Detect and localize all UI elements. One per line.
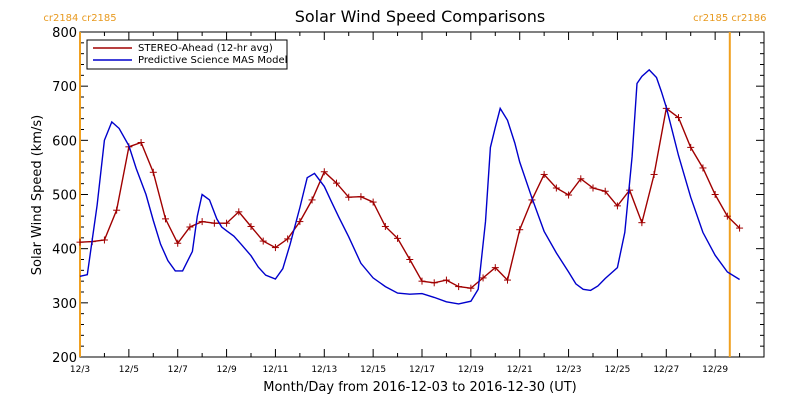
data-point-marker [418,277,426,285]
y-tick-label: 800 [52,26,77,41]
legend-box [86,39,288,70]
y-tick-label: 200 [52,351,77,366]
data-point-marker [174,239,182,247]
data-point-marker [198,218,206,226]
chart-title: Solar Wind Speed Comparisons [295,7,546,26]
y-tick-label: 500 [52,189,77,204]
x-tick-label: 12/11 [262,365,288,375]
x-tick-label: 12/29 [702,365,728,375]
data-point-marker [284,235,292,243]
data-point-marker [137,139,145,146]
data-point-marker [711,191,719,198]
data-point-marker [430,279,438,287]
data-point-marker [381,222,389,230]
data-point-marker [76,238,84,246]
data-point-marker [589,184,597,192]
data-point-marker [613,202,621,210]
data-point-marker [271,244,279,252]
data-point-marker [638,219,646,227]
x-tick-label: 12/25 [604,365,630,375]
data-point-marker [113,206,121,214]
y-tick-label: 400 [52,243,77,258]
data-point-marker [100,236,108,244]
data-point-marker [333,179,340,187]
data-point-marker [516,226,524,234]
legend-label-stereo: STEREO-Ahead (12-hr avg) [138,43,273,54]
x-tick-label: 12/15 [360,365,386,375]
data-point-marker [736,224,744,232]
data-point-marker [296,218,304,226]
y-tick-label: 600 [52,134,77,149]
carrington-label: cr2184 cr2185 [43,13,116,24]
data-point-marker [369,198,377,206]
data-point-marker [699,164,707,172]
x-tick-label: 12/27 [653,365,679,375]
data-point-marker [320,168,328,176]
data-point-marker [479,274,487,282]
x-tick-label: 12/19 [458,365,484,375]
legend-label-mas-model: Predictive Science MAS Model [138,55,287,66]
data-point-marker [357,193,365,201]
legend: STEREO-Ahead (12-hr avg) Predictive Scie… [86,39,288,70]
carrington-label: cr2185 cr2186 [693,13,766,24]
x-tick-label: 12/9 [216,365,236,375]
x-axis-ticks: 12/3 12/5 12/7 12/9 12/11 12/13 12/15 12/17 12/1… [70,32,741,375]
data-point-marker [504,276,511,284]
data-point-marker [394,234,402,242]
x-tick-label: 12/7 [168,365,188,375]
data-point-marker [259,237,267,245]
data-point-marker [601,187,609,195]
data-point-marker [467,284,475,292]
data-point-marker [235,208,243,216]
data-point-marker [565,191,573,199]
x-tick-label: 12/5 [119,365,139,375]
y-axis-label: Solar Wind Speed (km/s) [30,115,45,275]
data-point-marker [406,256,414,263]
data-point-marker [723,212,731,220]
y-axis-ticks: 200 300 400 500 600 700 800 [52,26,764,366]
data-point-marker [308,196,316,204]
y-tick-label: 700 [52,80,77,95]
data-point-marker [577,175,585,183]
data-point-marker [491,264,499,272]
y-tick-label: 300 [52,297,77,312]
x-tick-label: 12/21 [507,365,533,375]
plot-frame [79,31,765,358]
x-tick-label: 12/17 [409,365,435,375]
data-point-marker [247,222,255,230]
x-tick-label: 12/23 [556,365,582,375]
data-point-marker [540,170,548,178]
series-line-1 [79,68,740,305]
data-point-marker [687,143,695,151]
x-tick-label: 12/13 [311,365,337,375]
data-point-marker [345,193,353,201]
x-tick-label: 12/3 [70,365,90,375]
data-point-marker [455,283,463,291]
data-point-marker [552,184,560,192]
series-layer [76,68,744,305]
data-point-marker [675,114,682,122]
data-point-marker [650,170,658,178]
data-point-marker [149,168,157,176]
data-point-marker [210,219,218,227]
data-point-marker [223,219,231,227]
data-point-marker [186,223,194,231]
carrington-markers: cr2184 cr2185 cr2185 cr2186 [43,13,766,357]
data-point-marker [162,215,169,223]
x-axis-label: Month/Day from 2016-12-03 to 2016-12-30 … [263,380,576,395]
data-point-marker [442,276,450,284]
